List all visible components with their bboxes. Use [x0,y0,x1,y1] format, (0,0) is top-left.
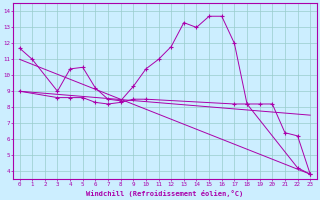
X-axis label: Windchill (Refroidissement éolien,°C): Windchill (Refroidissement éolien,°C) [86,190,244,197]
